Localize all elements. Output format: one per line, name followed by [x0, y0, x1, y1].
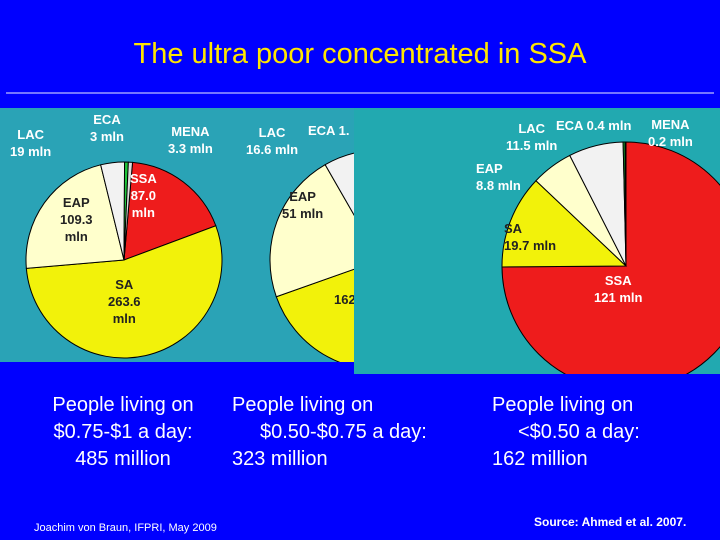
caption-3: People living on <$0.50 a day: 162 milli… — [492, 394, 640, 470]
pie-slice-sa — [501, 180, 628, 268]
label-eap-1: EAP 109.3 mln — [60, 195, 93, 244]
label-ssa-3: SSA 121 mln — [594, 273, 643, 305]
pie-chart-3 — [501, 141, 720, 374]
pie-slice-sa — [25, 225, 223, 359]
pie-panel-3: LAC 11.5 mln ECA 0.4 mln MENA 0.2 mln EAP 8… — [354, 108, 720, 374]
pie-slice-eap — [269, 163, 354, 298]
pie-chart-1 — [25, 161, 223, 359]
label-sa-2: 162 — [334, 292, 354, 307]
label-eap-3: EAP 8.8 mln — [476, 161, 521, 193]
pie-slice-eap — [25, 164, 125, 269]
pie-slice-ssa — [501, 141, 720, 374]
label-eap-2: EAP 51 mln — [282, 189, 324, 221]
label-lac-3: LAC 11.5 mln — [506, 121, 558, 153]
label-ssa-1: SSA 87.0 mln — [130, 171, 157, 220]
label-eca-3: ECA 0.4 mln — [556, 118, 632, 133]
label-lac-1: LAC 19 mln — [10, 127, 52, 159]
label-sa-1: SA 263.6 mln — [108, 277, 141, 326]
pie-panel-2: LAC 16.6 mln ECA 1. EAP 51 mln 162 — [230, 108, 354, 362]
pie-slice-mena — [123, 161, 134, 261]
pie-chart-2 — [269, 152, 354, 362]
caption-1: People living on $0.75-$1 a day: 485 mil… — [52, 394, 194, 470]
title-divider — [6, 92, 714, 94]
pie-slice-ssa — [123, 161, 217, 261]
label-mena-3: MENA 0.2 mln — [648, 117, 693, 149]
pie-slice-mena — [624, 141, 627, 267]
label-mena-1: MENA 3.3 mln — [168, 124, 213, 156]
label-lac-2: LAC 16.6 mln — [246, 125, 299, 157]
pie-slice-lac — [324, 152, 354, 216]
label-sa-3: SA 19.7 mln — [504, 221, 557, 253]
label-eca-2: ECA 1. — [308, 123, 350, 138]
label-eca-1: ECA 3 mln — [90, 112, 124, 144]
pie-panel-1: LAC 19 mln ECA 3 mln MENA 3.3 mln SSA 87.0 ml… — [0, 108, 230, 362]
caption-2: People living on $0.50-$0.75 a day: 323 … — [232, 394, 427, 470]
footer-credit: Joachim von Braun, IFPRI, May 2009 — [34, 522, 217, 534]
pie-slice-sa — [275, 268, 354, 362]
source-note: Source: Ahmed et al. 2007. — [534, 515, 687, 529]
page-title: The ultra poor concentrated in SSA — [133, 38, 587, 70]
